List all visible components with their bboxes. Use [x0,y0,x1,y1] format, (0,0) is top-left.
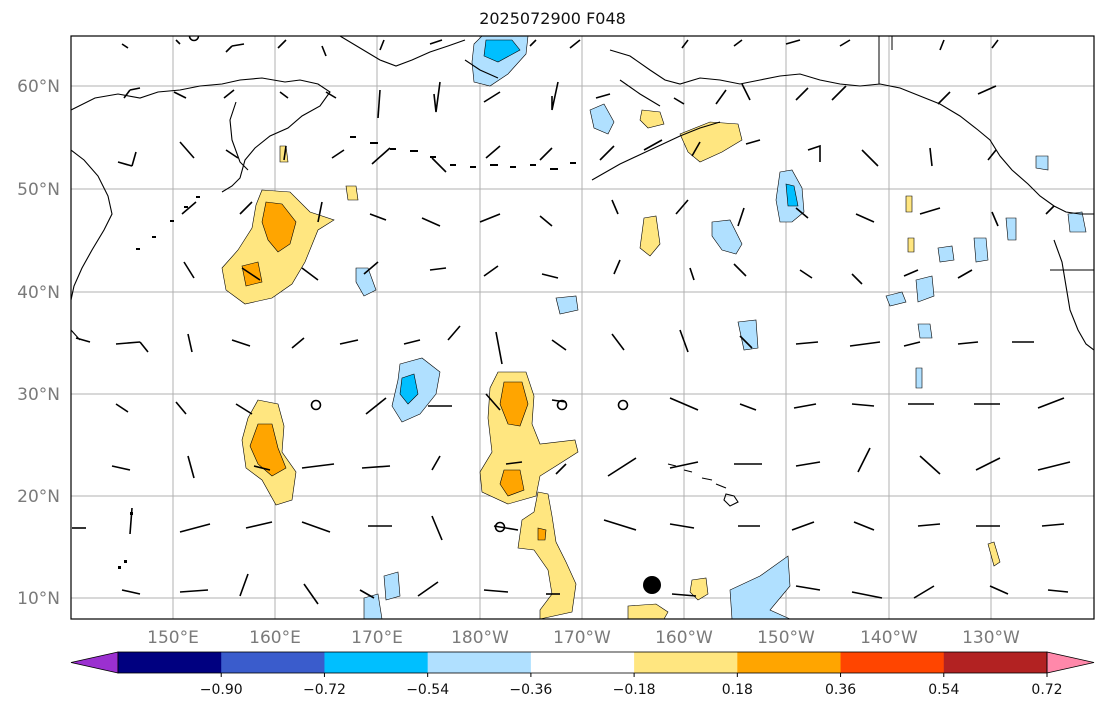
calm-circles [188,36,629,533]
colorbar-segment [118,652,222,673]
lon-label: 150°W [757,628,815,648]
positive-core [249,423,287,477]
map-title: 2025072900 F048 [479,9,626,28]
wind-barbs [72,39,1071,605]
negative-region [589,103,615,135]
negative-region [555,295,579,315]
coastlines [71,36,1094,351]
colorbar: −0.90 −0.72 −0.54 −0.36 −0.18 0.18 0.36 0.54 0.7… [70,651,1095,698]
positive-region [987,541,1001,567]
negative-region [363,593,383,619]
lat-label: 10°N [17,589,60,609]
negative-region [915,275,935,303]
negative-core [399,373,419,405]
negative-region [1035,155,1049,171]
colorbar-segment [840,652,945,673]
colorbar-tick-label: 0.54 [928,682,959,698]
colorbar-tick-label: 0.36 [825,682,856,698]
negative-region [1005,217,1017,241]
station-marker [643,576,661,594]
lat-label: 20°N [17,487,60,507]
colorbar-segment [530,652,635,673]
positive-region [907,237,915,253]
negative-region [729,555,791,619]
positive-region [345,185,359,201]
boundaries [878,36,1094,271]
positive-core [537,527,547,541]
colorbar-segment [737,652,842,673]
colorbar-extend-high [1046,651,1095,674]
map-frame [70,35,1095,620]
lon-label: 140°W [860,628,918,648]
lat-label: 30°N [17,385,60,405]
positive-region [679,121,743,163]
colorbar-tick-label: −0.36 [509,682,552,698]
negative-region [355,267,377,297]
positive-region [905,195,913,213]
colorbar-extend-low [70,651,119,674]
positive-region [627,603,669,619]
colorbar-segment [221,652,325,673]
positive-region [639,109,665,129]
lat-label: 50°N [17,180,60,200]
colorbar-tick-label: 0.72 [1031,682,1062,698]
negative-core [785,183,799,207]
lat-label: 60°N [17,77,60,97]
negative-region [737,319,759,351]
positive-core [499,469,525,497]
map-grid [71,36,1094,619]
negative-region [1067,211,1087,233]
lon-label: 170°E [351,628,403,648]
filled-contours [221,36,1087,619]
lon-label: 130°W [962,628,1020,648]
lon-label: 170°W [553,628,611,648]
negative-region [917,323,933,339]
colorbar-segment [324,652,429,673]
lat-label: 40°N [17,283,60,303]
colorbar-frame [117,651,1048,674]
lon-label: 160°E [249,628,301,648]
positive-core [499,381,529,427]
negative-region [915,367,923,389]
colorbar-tick-label: −0.18 [613,682,656,698]
colorbar-segment [943,652,1048,673]
colorbar-tick-label: −0.90 [200,682,243,698]
negative-core [483,39,521,63]
lat-axis: 10°N 20°N 30°N 40°N 50°N 60°N [17,77,60,609]
colorbar-tick-label: −0.72 [303,682,346,698]
colorbar-tick-label: 0.18 [722,682,753,698]
lon-label: 180°W [451,628,509,648]
negative-region [711,219,743,255]
colorbar-segment [634,652,738,673]
colorbar-segment [427,652,532,673]
negative-region [383,571,401,601]
positive-region [517,491,577,619]
positive-region [689,577,709,601]
positive-core [261,201,297,253]
negative-region [885,291,907,307]
colorbar-tick-label: −0.54 [406,682,449,698]
positive-region [639,215,661,257]
negative-region [973,237,989,263]
hawaiian-islands [667,463,739,507]
negative-region [937,245,955,263]
lon-axis: 150°E 160°E 170°E 180°W 170°W 160°W 150°… [147,628,1020,648]
lon-label: 150°E [147,628,199,648]
lon-label: 160°W [655,628,713,648]
